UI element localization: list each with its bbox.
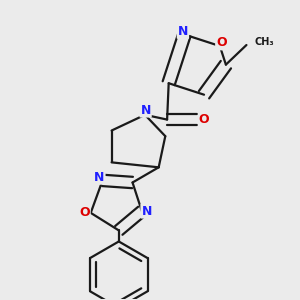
Text: O: O [79,206,90,219]
Text: N: N [94,171,105,184]
Text: N: N [178,25,188,38]
Text: O: O [199,113,209,126]
Text: O: O [216,36,227,50]
Text: N: N [141,205,152,218]
Text: N: N [140,103,151,117]
Text: CH₃: CH₃ [254,37,274,47]
